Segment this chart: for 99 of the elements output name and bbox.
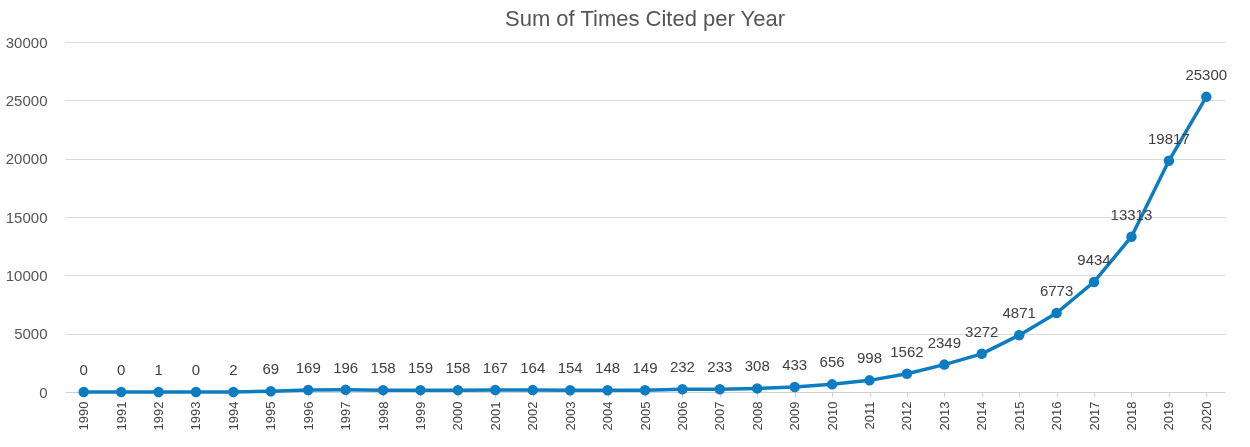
data-label: 149 — [632, 359, 658, 377]
data-label: 0 — [191, 361, 201, 378]
x-tick-label: 2008 — [749, 401, 765, 431]
point — [1013, 329, 1025, 341]
data-label: 433 — [782, 355, 808, 373]
data-label: 154 — [557, 359, 583, 377]
data-label: 6773 — [1039, 281, 1074, 299]
data-label: 1 — [154, 360, 163, 378]
x-tick-label: 2015 — [1011, 401, 1027, 431]
data-label: 169 — [295, 359, 321, 377]
x-tick-label: 2006 — [674, 401, 690, 431]
data-label: 656 — [819, 353, 845, 371]
data-label: 0 — [79, 361, 88, 378]
point — [490, 384, 501, 396]
point — [1163, 155, 1175, 167]
point — [602, 385, 613, 396]
x-tick-label: 1993 — [188, 401, 204, 431]
y-tick-label: 30000 — [5, 33, 48, 51]
data-label: 196 — [333, 358, 359, 376]
point — [1051, 307, 1062, 319]
x-tick-label: 2009 — [787, 401, 803, 431]
point — [153, 386, 164, 398]
data-label: 3272 — [965, 322, 999, 340]
x-tick-label: 1990 — [76, 401, 92, 431]
x-tick-label: 1992 — [151, 401, 167, 431]
data-label: 233 — [707, 358, 733, 376]
x-tick-label: 2017 — [1086, 401, 1102, 431]
y-tick-label: 15000 — [5, 208, 48, 226]
y-tick-label: 10000 — [5, 266, 48, 284]
x-tick-label: 2012 — [899, 401, 915, 431]
x-tick-label: 2019 — [1161, 401, 1177, 431]
data-label: 2 — [229, 360, 238, 378]
data-label: 159 — [407, 359, 433, 377]
x-tick-label: 1994 — [225, 401, 241, 431]
point — [864, 375, 875, 386]
data-label: 2349 — [927, 333, 962, 351]
y-tick-label: 25000 — [5, 91, 48, 109]
data-label: 69 — [262, 360, 280, 378]
point — [901, 368, 913, 380]
data-label: 158 — [370, 359, 396, 377]
data-label: 148 — [595, 359, 621, 377]
x-tick-label: 2002 — [525, 401, 541, 431]
point — [789, 381, 800, 393]
x-tick-label: 2005 — [637, 401, 653, 431]
data-label: 4871 — [1002, 304, 1036, 322]
data-label: 9434 — [1077, 250, 1111, 268]
point — [564, 384, 576, 396]
data-label: 164 — [520, 359, 546, 377]
x-tick-label: 2007 — [712, 401, 728, 431]
x-tick-label: 1996 — [300, 401, 316, 431]
x-tick-label: 2004 — [600, 401, 616, 431]
point — [340, 384, 351, 395]
x-tick-label: 1998 — [375, 401, 391, 431]
point — [415, 384, 426, 396]
point — [1126, 231, 1137, 242]
data-label: 308 — [744, 357, 770, 375]
point — [1201, 91, 1212, 103]
x-tick-label: 1995 — [263, 401, 279, 431]
data-label: 25300 — [1185, 65, 1228, 83]
x-tick-label: 2003 — [562, 401, 578, 431]
point — [714, 384, 726, 395]
x-tick-label: 2001 — [487, 401, 503, 431]
point — [78, 386, 89, 398]
x-tick-label: 1991 — [113, 401, 129, 431]
x-tick-label: 2013 — [936, 401, 952, 431]
y-tick-label: 20000 — [5, 150, 48, 168]
chart-title: Sum of Times Cited per Year — [504, 6, 786, 31]
x-tick-label: 2016 — [1049, 401, 1065, 431]
point — [377, 384, 389, 396]
x-tick-label: 1997 — [338, 401, 354, 431]
point — [228, 386, 239, 398]
point — [302, 384, 314, 396]
x-tick-label: 2000 — [450, 401, 466, 431]
data-label: 232 — [669, 358, 695, 376]
y-tick-label: 5000 — [14, 325, 48, 343]
x-tick-label: 2014 — [974, 401, 990, 431]
data-label: 0 — [116, 361, 126, 378]
data-label: 167 — [482, 359, 508, 377]
x-tick-label: 1999 — [412, 401, 428, 431]
data-label: 998 — [857, 349, 883, 367]
x-tick-label: 2010 — [824, 401, 840, 431]
point — [527, 384, 538, 396]
point — [190, 386, 202, 398]
data-label: 1562 — [890, 342, 924, 360]
point — [265, 385, 277, 397]
data-label: 158 — [445, 359, 471, 377]
x-tick-label: 2018 — [1123, 401, 1139, 431]
point — [639, 385, 651, 396]
x-tick-label: 2020 — [1198, 401, 1214, 431]
point — [1088, 276, 1100, 288]
point — [115, 386, 127, 398]
point — [452, 384, 464, 396]
point — [677, 384, 688, 395]
point — [976, 348, 988, 360]
point — [939, 359, 950, 370]
point — [826, 379, 838, 390]
point — [752, 383, 763, 394]
y-tick-label: 0 — [39, 383, 48, 401]
x-tick-label: 2011 — [862, 401, 878, 430]
